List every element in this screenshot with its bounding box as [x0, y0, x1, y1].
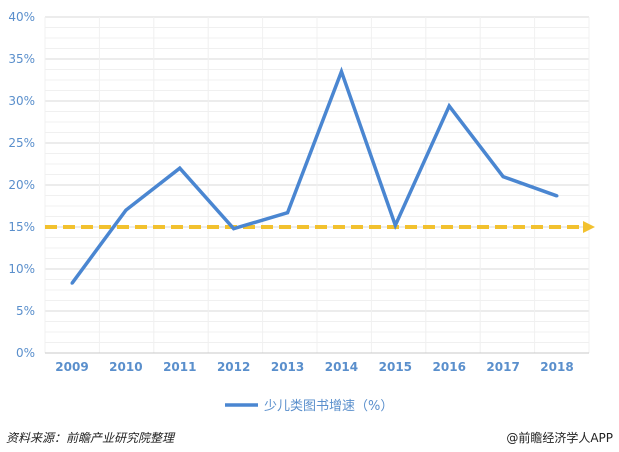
legend-label: 少儿类图书增速（%） [264, 399, 393, 414]
data-point [339, 70, 343, 74]
x-tick-label: 2009 [55, 360, 88, 374]
credit-note: @前瞻经济学人APP [506, 430, 613, 445]
x-tick-label: 2013 [271, 360, 304, 374]
reference-arrow [583, 221, 595, 233]
y-tick-label: 20% [8, 178, 35, 192]
y-tick-label: 40% [8, 10, 35, 24]
y-tick-label: 35% [8, 52, 35, 66]
data-point [501, 175, 505, 179]
y-tick-label: 30% [8, 94, 35, 108]
data-point [70, 281, 74, 285]
y-tick-label: 15% [8, 220, 35, 234]
x-tick-label: 2010 [109, 360, 142, 374]
data-point [124, 208, 128, 212]
x-tick-label: 2011 [163, 360, 196, 374]
data-point [393, 223, 397, 227]
data-point [232, 227, 236, 231]
x-tick-label: 2012 [217, 360, 250, 374]
footer: 资料来源：前瞻产业研究院整理 @前瞻经济学人APP [6, 428, 613, 446]
data-point [555, 194, 559, 198]
data-point [286, 211, 290, 215]
data-point [178, 166, 182, 170]
y-tick-label: 5% [16, 304, 35, 318]
x-tick-label: 2017 [486, 360, 519, 374]
y-tick-label: 10% [8, 262, 35, 276]
source-note: 资料来源：前瞻产业研究院整理 [6, 430, 175, 445]
x-tick-label: 2015 [379, 360, 412, 374]
series-line [70, 66, 558, 285]
data-point [447, 104, 451, 108]
x-tick-label: 2016 [433, 360, 466, 374]
x-tick-label: 2018 [540, 360, 573, 374]
y-tick-label: 25% [8, 136, 35, 150]
x-tick-label: 2014 [325, 360, 358, 374]
y-tick-label: 0% [16, 346, 35, 360]
